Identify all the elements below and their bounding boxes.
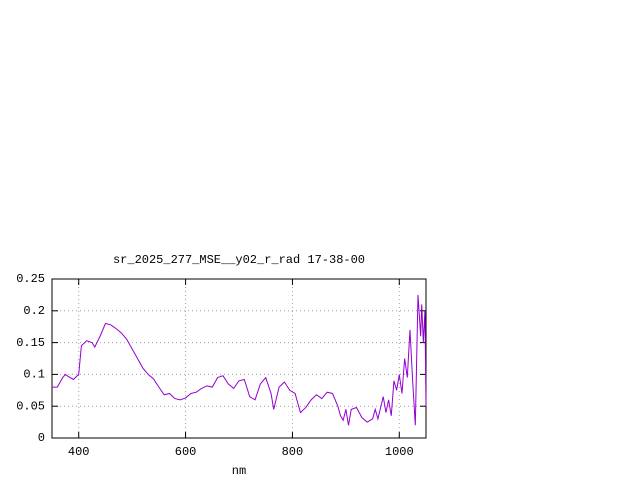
y-tick-label: 0.25 bbox=[16, 272, 45, 286]
y-tick-label: 0 bbox=[38, 431, 45, 445]
y-tick-label: 0.1 bbox=[23, 368, 45, 382]
x-tick-label: 1000 bbox=[385, 445, 414, 459]
plot-border bbox=[51, 278, 427, 439]
x-tick-label: 800 bbox=[282, 445, 304, 459]
data-line bbox=[52, 294, 427, 426]
x-tick-label: 400 bbox=[68, 445, 90, 459]
chart-title: sr_2025_277_MSE__y02_r_rad 17-38-00 bbox=[113, 253, 365, 267]
x-axis-label: nm bbox=[232, 464, 246, 478]
y-tick-label: 0.15 bbox=[16, 336, 45, 350]
y-tick-label: 0.2 bbox=[23, 304, 45, 318]
x-tick-label: 600 bbox=[175, 445, 197, 459]
y-tick-label: 0.05 bbox=[16, 399, 45, 413]
